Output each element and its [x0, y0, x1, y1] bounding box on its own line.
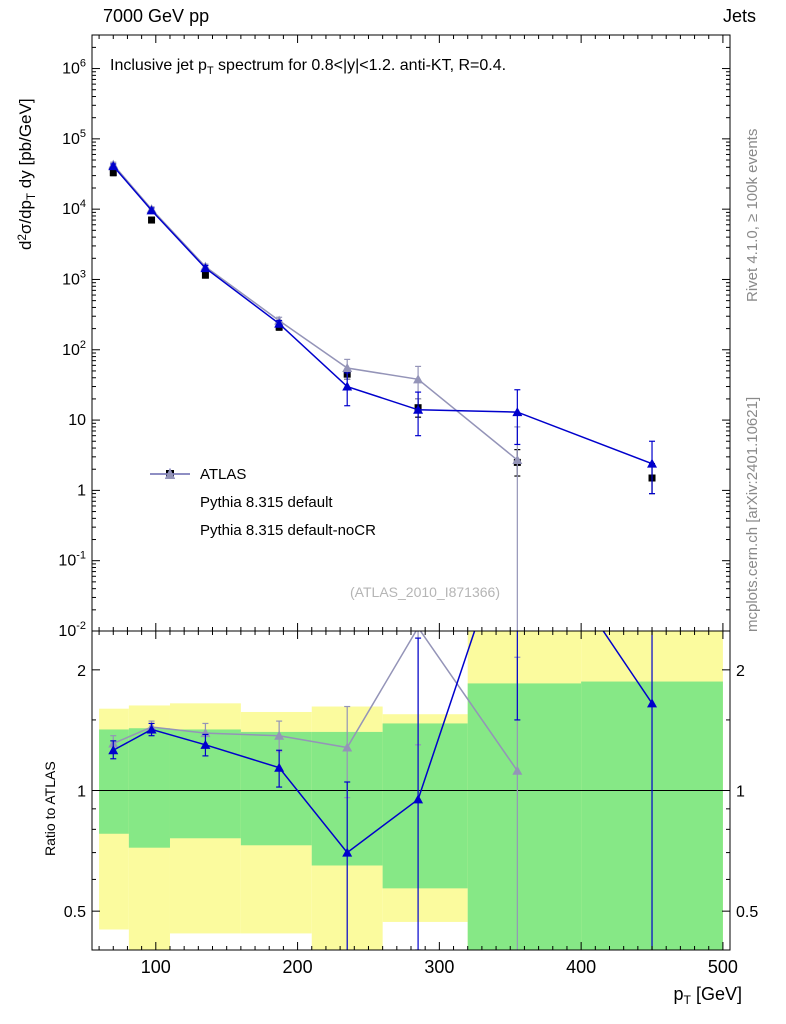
ylabel-part: d: [16, 240, 35, 250]
svg-text:10: 10: [68, 412, 86, 429]
plot-title-sub: T: [206, 64, 214, 77]
analysis-id-watermark: (ATLAS_2010_I871366): [350, 584, 500, 600]
series-pythia-8.315-default: [108, 161, 658, 495]
series-pythia-8.315-default-nocr: [108, 159, 523, 631]
legend: ATLAS Pythia 8.315 default Pythia 8.315 …: [148, 466, 376, 539]
legend-label: Pythia 8.315 default: [200, 494, 333, 511]
svg-text:0.5: 0.5: [736, 904, 758, 921]
pythia-default-nocr-marker-icon: [148, 468, 192, 539]
series-atlas: [109, 169, 656, 495]
svg-text:1: 1: [736, 784, 745, 801]
svg-text:2: 2: [77, 663, 86, 680]
ylabel-part: dy [pb/GeV]: [16, 98, 35, 193]
xlabel-pre: p: [673, 984, 684, 1004]
ylabel-part: σ/dp: [16, 199, 35, 235]
svg-text:103: 103: [62, 268, 86, 288]
svg-text:104: 104: [62, 198, 86, 218]
svg-text:400: 400: [566, 957, 596, 977]
analysis-group-label: Jets: [722, 6, 756, 26]
legend-item-pythia-default-nocr: Pythia 8.315 default-noCR: [148, 468, 376, 539]
ratio-panel-series: [108, 631, 658, 950]
beam-energy-label: 7000 GeV pp: [103, 6, 210, 26]
svg-text:105: 105: [62, 128, 86, 148]
x-axis-label: pT [GeV]: [673, 984, 742, 1008]
plot-title-pre: Inclusive jet p: [110, 57, 207, 74]
svg-text:10-1: 10-1: [58, 550, 86, 570]
svg-text:1: 1: [77, 482, 86, 499]
legend-label: ATLAS: [200, 466, 247, 483]
uncertainty-bands: [92, 631, 730, 950]
svg-text:300: 300: [424, 957, 454, 977]
mcplots-reference-label: mcplots.cern.ch [arXiv:2401.10621]: [744, 396, 761, 632]
axes: 100 200 300 400 50010-210-111010210310410510…: [58, 34, 758, 977]
svg-text:10-2: 10-2: [58, 620, 86, 640]
svg-text:500: 500: [708, 957, 738, 977]
xlabel-sub: T: [683, 993, 691, 1008]
svg-text:200: 200: [283, 957, 313, 977]
ratio-y-axis-label: Ratio to ATLAS: [42, 761, 58, 856]
series-pythia-8.315-default: [108, 631, 658, 950]
plot-title-post: spectrum for 0.8<|y|<1.2. anti-KT, R=0.4…: [213, 57, 507, 74]
svg-text:102: 102: [62, 339, 86, 359]
pythia-default-marker-icon: [148, 468, 192, 511]
main-y-axis-label: d2σ/dpT dy [pb/GeV]: [16, 98, 39, 250]
svg-text:2: 2: [736, 663, 745, 680]
svg-text:1: 1: [77, 784, 86, 801]
ylabel-sub: T: [26, 192, 39, 200]
svg-text:0.5: 0.5: [64, 904, 86, 921]
legend-item-pythia-default: Pythia 8.315 default: [148, 468, 376, 511]
legend-label: Pythia 8.315 default-noCR: [200, 522, 376, 539]
svg-text:106: 106: [62, 58, 86, 78]
plot-title: Inclusive jet pT spectrum for 0.8<|y|<1.…: [110, 57, 507, 77]
xlabel-post: [GeV]: [690, 984, 742, 1004]
svg-text:100: 100: [141, 957, 171, 977]
generator-version-label: Rivet 4.1.0, ≥ 100k events: [744, 128, 761, 302]
ylabel-sup: 2: [16, 234, 29, 241]
main-panel-series: [108, 159, 658, 631]
